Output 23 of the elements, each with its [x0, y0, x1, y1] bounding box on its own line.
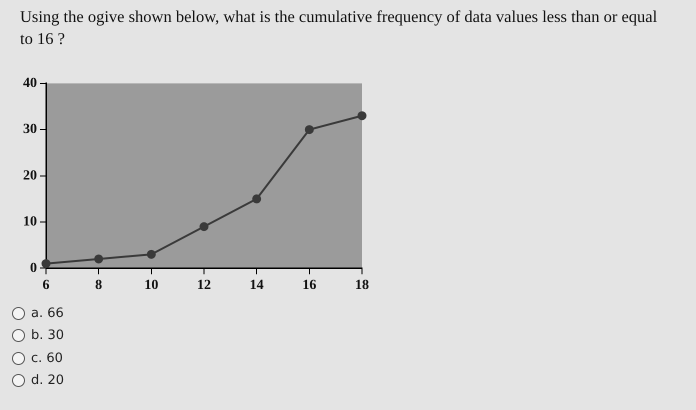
text: a. 66 [31, 306, 64, 321]
x-tick-label: 18 [355, 278, 369, 294]
point [200, 222, 208, 232]
y-tick-label: 0 [30, 260, 37, 276]
text: d. 20 [31, 373, 64, 388]
point [94, 254, 104, 264]
point [304, 125, 314, 134]
x-tick-label: 12 [197, 278, 211, 294]
x-tick-label: 16 [302, 278, 316, 294]
x-tick-label: 14 [250, 278, 264, 294]
y-tick-label: 10 [23, 214, 37, 230]
x-tick-label: 8 [95, 278, 102, 294]
point [252, 194, 262, 204]
x-tick-label: 6 [42, 278, 50, 294]
y-tick-label: 30 [23, 122, 37, 138]
x-tick-label: 10 [144, 278, 158, 294]
point [146, 250, 156, 259]
point [358, 111, 366, 120]
y-tick-label: 20 [23, 168, 37, 184]
text: c. 60 [31, 350, 63, 366]
text: b. 30 [31, 328, 64, 344]
chart-title: Using the ogive shown below, what is the cumulative frequency of data values less than or equal to 16 ? [20, 6, 658, 50]
y-tick-label: 40 [23, 76, 37, 92]
